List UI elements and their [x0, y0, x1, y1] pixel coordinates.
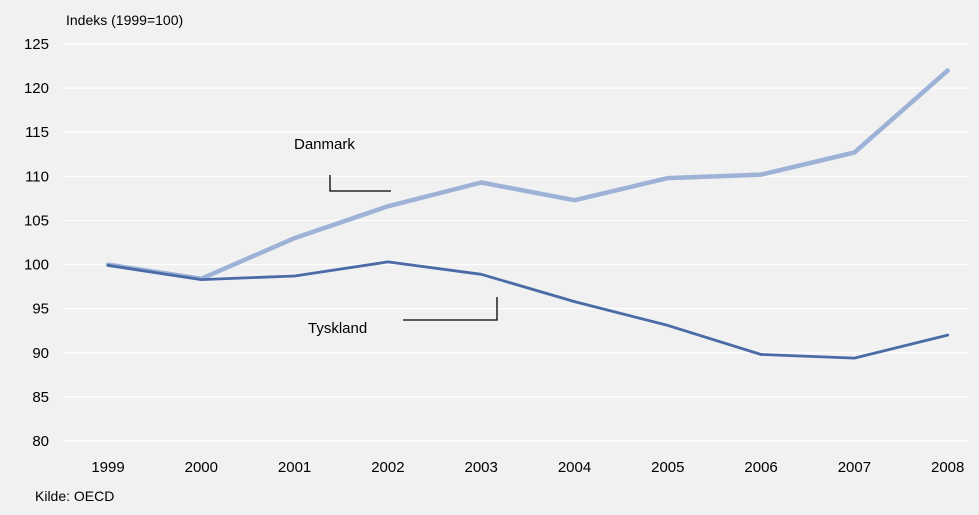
- y-axis-ticks: 80 85 90 95 100 105 110 115 120 125: [24, 36, 49, 450]
- source-note: Kilde: OECD: [35, 488, 114, 504]
- series-label-tyskland: Tyskland: [308, 320, 367, 337]
- series-line-tyskland: [106, 260, 950, 360]
- y-tick-label: 115: [25, 124, 49, 141]
- x-tick-label: 2001: [278, 459, 311, 476]
- y-tick-label: 105: [24, 212, 49, 229]
- y-axis-unit-label: Indeks (1999=100): [66, 12, 183, 28]
- x-tick-label: 1999: [91, 459, 124, 476]
- x-tick-label: 2008: [931, 459, 964, 476]
- series-lines: [105, 68, 950, 360]
- x-tick-label: 2004: [558, 459, 591, 476]
- y-tick-label: 90: [32, 345, 49, 362]
- x-tick-label: 2003: [465, 459, 498, 476]
- x-tick-label: 2006: [744, 459, 777, 476]
- leader-line-danmark: [329, 175, 391, 192]
- series-line-danmark: [105, 68, 950, 281]
- x-axis-ticks: 1999 2000 2001 2002 2003 2004 2005 2006 2007 2008: [91, 459, 964, 476]
- y-tick-label: 100: [24, 257, 49, 274]
- series-label-danmark: Danmark: [294, 136, 355, 153]
- y-tick-label: 110: [25, 168, 49, 185]
- y-tick-label: 125: [24, 36, 49, 53]
- x-tick-label: 2007: [838, 459, 871, 476]
- x-tick-label: 2002: [371, 459, 404, 476]
- leader-line-tyskland: [403, 297, 498, 321]
- y-tick-label: 80: [32, 433, 49, 450]
- y-tick-label: 95: [32, 301, 49, 318]
- x-tick-label: 2005: [651, 459, 684, 476]
- y-tick-label: 85: [32, 389, 49, 406]
- x-tick-label: 2000: [185, 459, 218, 476]
- gridlines: [64, 43, 968, 442]
- y-tick-label: 120: [24, 80, 49, 97]
